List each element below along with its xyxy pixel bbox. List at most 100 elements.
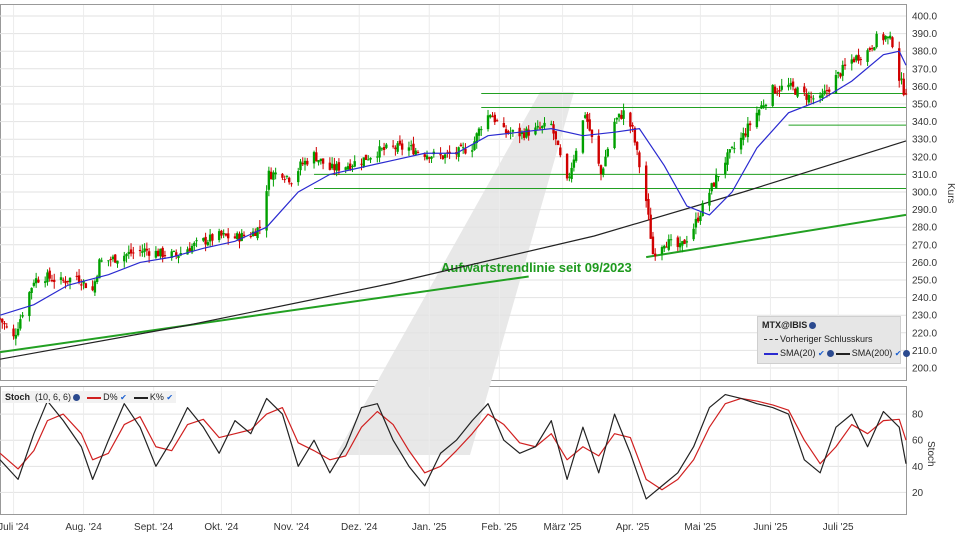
check-icon[interactable]: ✔ bbox=[166, 393, 174, 402]
candle-body bbox=[50, 280, 54, 282]
candle-body bbox=[676, 237, 680, 247]
candle-body bbox=[873, 47, 876, 51]
candle-body bbox=[683, 239, 686, 244]
candle-body bbox=[32, 282, 36, 286]
settings-icon[interactable] bbox=[903, 350, 911, 358]
legend-sma: SMA(20) ✔ SMA(200) ✔ bbox=[762, 348, 911, 358]
candle-body bbox=[568, 176, 571, 178]
check-icon[interactable]: ✔ bbox=[818, 349, 825, 358]
candle-body bbox=[217, 231, 221, 241]
candle-body bbox=[46, 272, 49, 283]
trendline bbox=[0, 275, 529, 354]
candle-body bbox=[550, 123, 553, 125]
check-icon[interactable]: ✔ bbox=[894, 349, 902, 358]
settings-icon[interactable] bbox=[809, 322, 817, 330]
candle-body bbox=[233, 236, 237, 239]
candle-body bbox=[635, 141, 639, 150]
candle-body bbox=[202, 238, 205, 241]
candle-body bbox=[317, 160, 320, 163]
candle-body bbox=[68, 277, 72, 283]
candle-body bbox=[495, 120, 499, 122]
candle-body bbox=[428, 157, 431, 159]
candle-body bbox=[644, 165, 648, 202]
candle-body bbox=[459, 144, 463, 147]
candle-body bbox=[249, 236, 252, 238]
candle-body bbox=[147, 251, 151, 256]
price-tick-label: 220.0 bbox=[912, 328, 937, 339]
candle-body bbox=[855, 55, 858, 61]
settings-icon[interactable] bbox=[73, 394, 81, 402]
candle-body bbox=[886, 36, 890, 39]
candle-body bbox=[193, 242, 196, 246]
candle-body bbox=[708, 192, 711, 206]
candle-body bbox=[850, 59, 853, 64]
candle-body bbox=[14, 334, 18, 339]
check-icon[interactable]: ✔ bbox=[120, 393, 127, 402]
candle-body bbox=[638, 152, 641, 168]
candle-body bbox=[613, 121, 616, 149]
candle-body bbox=[364, 154, 368, 160]
candle-body bbox=[685, 241, 689, 243]
candle-body bbox=[351, 166, 354, 168]
candle-body bbox=[663, 245, 666, 249]
candle-body bbox=[541, 125, 544, 128]
candle-body bbox=[803, 86, 806, 93]
candle-body bbox=[744, 133, 747, 136]
candle-body bbox=[107, 260, 110, 262]
candle-body bbox=[376, 156, 379, 158]
candle-body bbox=[303, 160, 307, 165]
candle-body bbox=[891, 37, 894, 48]
settings-icon[interactable] bbox=[826, 350, 834, 358]
candle-body bbox=[299, 161, 302, 171]
candle-body bbox=[717, 176, 720, 178]
candle-body bbox=[287, 177, 291, 183]
candle-body bbox=[265, 191, 268, 231]
candle-body bbox=[870, 48, 874, 50]
candle-body bbox=[789, 82, 792, 86]
candle-body bbox=[760, 105, 763, 109]
candle-body bbox=[715, 175, 718, 188]
candle-body bbox=[127, 251, 130, 255]
candle-body bbox=[154, 250, 158, 258]
candle-body bbox=[556, 140, 560, 145]
candle-body bbox=[818, 95, 822, 98]
candle-body bbox=[82, 280, 85, 284]
candle-body bbox=[538, 127, 542, 129]
stoch-series-k bbox=[0, 393, 907, 500]
candle-body bbox=[837, 71, 840, 74]
candle-body bbox=[77, 275, 81, 283]
candle-body bbox=[730, 146, 734, 148]
candle-body bbox=[489, 114, 492, 118]
candle-body bbox=[319, 158, 323, 162]
candle-body bbox=[188, 248, 191, 252]
candle-body bbox=[222, 233, 225, 235]
price-tick-label: 380.0 bbox=[912, 47, 937, 58]
candle-body bbox=[586, 114, 589, 122]
candle-body bbox=[3, 323, 6, 325]
candle-body bbox=[900, 78, 903, 80]
candle-body bbox=[839, 73, 842, 77]
price-tick-label: 360.0 bbox=[912, 82, 937, 93]
month-tick-label: Okt. '24 bbox=[204, 522, 239, 533]
stoch-series-d bbox=[0, 397, 907, 491]
candle-body bbox=[353, 161, 356, 167]
sma20-line bbox=[0, 50, 907, 316]
candle-body bbox=[382, 146, 386, 150]
candle-body bbox=[240, 232, 243, 241]
candle-body bbox=[333, 164, 336, 171]
candle-body bbox=[416, 151, 420, 153]
candle-body bbox=[823, 90, 826, 94]
candle-body bbox=[477, 128, 481, 136]
candle-body bbox=[93, 281, 97, 293]
candle-body bbox=[597, 135, 600, 164]
candle-body bbox=[34, 278, 38, 284]
price-tick-label: 280.0 bbox=[912, 223, 937, 234]
candle-body bbox=[75, 275, 79, 277]
candle-body bbox=[43, 281, 47, 283]
candle-body bbox=[520, 131, 524, 135]
candle-body bbox=[344, 167, 347, 170]
candle-body bbox=[507, 131, 510, 134]
candle-body bbox=[884, 35, 887, 40]
